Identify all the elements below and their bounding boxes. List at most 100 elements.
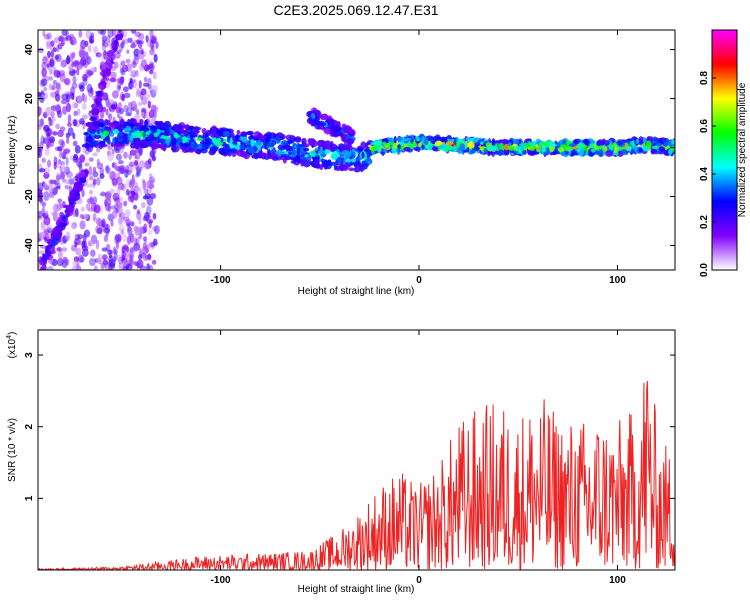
spectrogram-cell (122, 244, 129, 250)
spectrogram-cell (116, 113, 121, 119)
spectrogram-cell (152, 106, 159, 113)
spectrogram-cell (69, 191, 75, 198)
spectrogram-cell (490, 146, 497, 153)
spectrogram-cell (105, 108, 109, 116)
spectrogram-cell (77, 234, 84, 240)
spectrogram-cell (73, 110, 78, 117)
spectrogram-y-tick-label: 0 (24, 144, 35, 150)
spectrogram-cell (70, 221, 77, 230)
spectrogram-cell (120, 41, 125, 49)
spectrogram-cell (221, 128, 226, 132)
spectrogram-cell (49, 179, 57, 185)
spectrogram-cell (320, 122, 326, 126)
spectrogram-cell (49, 187, 53, 198)
spectrogram-cell (473, 146, 480, 151)
spectrogram-cell (134, 31, 142, 38)
spectrogram-cell (65, 171, 73, 179)
spectrogram-cell (148, 63, 154, 70)
spectrogram-cell (122, 86, 129, 93)
spectrogram-cell (116, 186, 121, 197)
spectrogram-cell (149, 39, 155, 50)
spectrogram-cell (318, 141, 323, 146)
spectrogram-cell (106, 249, 114, 255)
spectrogram-cell (49, 138, 55, 148)
spectrogram-cell (138, 160, 146, 169)
spectrogram-cell (426, 142, 434, 150)
spectrogram-cell (201, 128, 207, 134)
spectrogram-cell (486, 145, 493, 151)
spectrogram-cell (101, 254, 108, 261)
spectrogram-cell (622, 148, 627, 154)
spectrogram-cell (142, 236, 148, 242)
spectrogram-x-ticks: -100 0 100 (211, 30, 626, 286)
spectrogram-cell (140, 139, 148, 145)
spectrogram-cell (137, 254, 143, 260)
spectrogram-cell (663, 141, 668, 147)
spectrogram-cell (65, 231, 71, 241)
spectrogram-cell (181, 143, 190, 148)
spectrogram-cell (121, 250, 126, 260)
spectrogram-cell (81, 92, 85, 102)
spectrogram-cell (152, 238, 158, 246)
spectrogram-cell (590, 148, 596, 153)
spectrogram-cell (88, 175, 94, 181)
spectrogram-cell (47, 266, 54, 270)
spectrogram-cell (74, 241, 78, 248)
spectrogram-cell (153, 53, 158, 63)
spectrogram-cell (116, 176, 123, 185)
spectrogram-cell (49, 76, 54, 81)
spectrogram-cell (470, 149, 476, 154)
spectrogram-cell (131, 30, 137, 34)
snr-scale-close: ) (7, 332, 18, 335)
spectrogram-cell (88, 166, 93, 176)
spectrogram-cell (52, 187, 58, 196)
spectrogram-cell (204, 138, 213, 146)
spectrogram-cell (149, 30, 154, 39)
spectrogram-cell (99, 173, 105, 179)
chart-title: C2E3.2025.069.12.47.E31 (273, 2, 438, 18)
spectrogram-cell (602, 138, 606, 145)
colorbar-tick-label: 0.6 (699, 119, 710, 133)
spectrogram-cell (96, 227, 103, 234)
spectrogram-cell (137, 101, 143, 107)
spectrogram-cell (54, 104, 62, 111)
spectrogram-cell (183, 131, 189, 137)
spectrogram-cell (107, 152, 114, 162)
spectrogram-cell (141, 201, 146, 209)
spectrogram-cell (144, 211, 150, 222)
spectrogram-cell (235, 134, 241, 139)
spectrogram-cell (48, 68, 53, 76)
spectrogram-cell (189, 143, 197, 149)
spectrogram-cell (53, 234, 61, 239)
spectrogram-cell (49, 58, 55, 67)
spectrogram-cell (97, 30, 105, 35)
spectrogram-y-axis-label: Frequency (Hz) (7, 116, 18, 185)
spectrogram-cell (103, 119, 109, 126)
spectrogram-cell (42, 56, 48, 65)
spectrogram-cell (96, 162, 104, 170)
spectrogram-cell (117, 124, 124, 132)
spectrogram-cell (570, 149, 578, 156)
spectrogram-cell (62, 256, 68, 264)
spectrogram-cell (149, 48, 155, 56)
spectrogram-cell (123, 151, 128, 159)
spectrogram-cell (146, 205, 152, 216)
spectrogram-cell (150, 125, 158, 134)
spectrogram-cell (58, 139, 65, 146)
snr-series-line (38, 380, 675, 570)
spectrogram-cell (58, 149, 63, 159)
spectrogram-y-tick-label: -20 (24, 189, 35, 204)
spectrogram-cell (48, 83, 53, 91)
spectrogram-cell (290, 157, 294, 161)
snr-x-tick-label: 100 (609, 575, 626, 586)
spectrogram-cell (49, 57, 56, 68)
spectrogram-cell (495, 140, 499, 144)
spectrogram-cell (332, 119, 338, 124)
spectrogram-cell (126, 49, 130, 54)
spectrogram-cell (115, 240, 120, 250)
spectrogram-cell (155, 128, 161, 135)
spectrogram-cell (99, 111, 105, 119)
spectrogram-cell (138, 167, 143, 172)
spectrogram-cell (53, 179, 60, 186)
spectrogram-cell (638, 148, 643, 152)
